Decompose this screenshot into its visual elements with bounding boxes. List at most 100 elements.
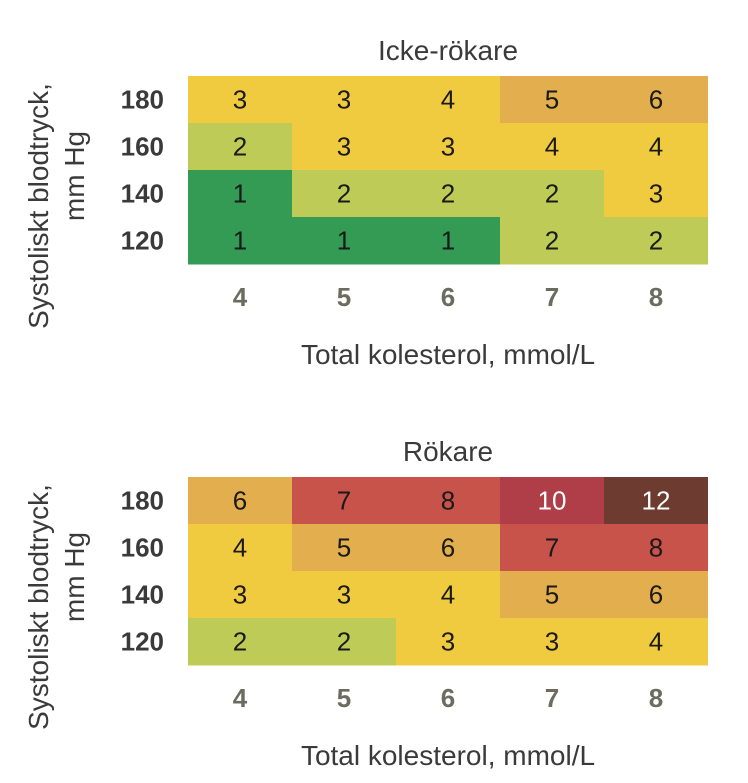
heatmap-cell <box>604 170 708 218</box>
x-axis-label: Total kolesterol, mmol/L <box>301 740 595 771</box>
heatmap-cell <box>396 571 500 619</box>
x-tick-label: 4 <box>233 683 248 713</box>
y-tick-label: 180 <box>121 486 164 516</box>
cell-value-label: 4 <box>649 132 663 162</box>
heatmap-cell <box>188 217 292 265</box>
heatmap-cell <box>188 477 292 525</box>
heatmap-cell <box>604 571 708 619</box>
heatmap-panel-2: Rökare 6 7 8 10 12 4 5 6 7 8 3 3 4 5 6 2 2 3 3 4 180 160 140 120… <box>23 436 708 771</box>
heatmap-cell <box>292 618 396 666</box>
heatmap-panel-1: Icke-rökare 3 3 4 5 6 2 3 3 4 4 1 2 2 2 3 1 1 1 2 2 180 160 140… <box>23 35 708 370</box>
y-axis-label-line1: Systoliskt blodtryck, <box>23 484 54 730</box>
heatmap-cell <box>292 170 396 218</box>
cell-value-label: 6 <box>649 580 663 610</box>
heatmap-cell <box>292 123 396 171</box>
cell-value-label: 2 <box>545 179 559 209</box>
heatmap-cell <box>188 571 292 619</box>
cell-value-label: 2 <box>337 179 351 209</box>
heatmap-cell <box>188 618 292 666</box>
heatmap-cell <box>500 123 604 171</box>
heatmap-cell <box>396 123 500 171</box>
heatmap-cell <box>604 76 708 124</box>
cell-value-label: 10 <box>538 486 567 516</box>
heatmap-cell <box>500 524 604 572</box>
heatmap-cell <box>396 618 500 666</box>
cell-value-label: 8 <box>441 486 455 516</box>
y-axis-label-line2: mm Hg <box>59 532 90 622</box>
cell-value-label: 4 <box>545 132 559 162</box>
x-tick-label: 4 <box>233 282 248 312</box>
heatmap-cell <box>292 76 396 124</box>
chart-title: Icke-rökare <box>378 35 518 66</box>
x-tick-label: 8 <box>649 683 663 713</box>
x-tick-label: 6 <box>441 282 455 312</box>
heatmap-cell <box>188 123 292 171</box>
cell-value-label: 7 <box>337 486 351 516</box>
cell-value-label: 3 <box>233 580 247 610</box>
heatmap-cell <box>292 477 396 525</box>
x-tick-label: 7 <box>545 282 559 312</box>
cell-value-label: 6 <box>233 486 247 516</box>
heatmap-cell <box>500 217 604 265</box>
cell-value-label: 4 <box>441 580 455 610</box>
heatmap-cell <box>292 524 396 572</box>
cell-value-label: 2 <box>337 627 351 657</box>
heatmap-cell <box>500 170 604 218</box>
heatmap-cell <box>396 76 500 124</box>
cell-value-label: 3 <box>337 85 351 115</box>
cell-value-label: 1 <box>441 226 455 256</box>
heatmap-cell <box>396 170 500 218</box>
heatmap-cell <box>292 571 396 619</box>
heatmap-cell <box>500 571 604 619</box>
cell-value-label: 4 <box>233 533 247 563</box>
y-tick-label: 140 <box>121 179 164 209</box>
cell-value-label: 2 <box>233 132 247 162</box>
y-tick-label: 160 <box>121 132 164 162</box>
cell-value-label: 2 <box>649 226 663 256</box>
heatmap-cell <box>604 123 708 171</box>
cell-value-label: 3 <box>441 132 455 162</box>
cell-value-label: 12 <box>642 486 671 516</box>
cell-value-label: 5 <box>545 85 559 115</box>
y-axis-label-line1: Systoliskt blodtryck, <box>23 83 54 329</box>
heatmap-cell <box>500 76 604 124</box>
x-tick-label: 5 <box>337 683 351 713</box>
cell-value-label: 4 <box>649 627 663 657</box>
cell-value-label: 7 <box>545 533 559 563</box>
heatmap-cell <box>396 217 500 265</box>
heatmap-cell <box>604 618 708 666</box>
cell-value-label: 4 <box>441 85 455 115</box>
heatmap-cell <box>604 524 708 572</box>
heatmap-cell <box>188 170 292 218</box>
cell-value-label: 2 <box>233 627 247 657</box>
x-tick-label: 6 <box>441 683 455 713</box>
y-tick-label: 140 <box>121 580 164 610</box>
cell-value-label: 2 <box>545 226 559 256</box>
y-axis-label-line2: mm Hg <box>59 131 90 221</box>
x-tick-label: 5 <box>337 282 351 312</box>
cell-value-label: 3 <box>545 627 559 657</box>
cell-value-label: 1 <box>233 226 247 256</box>
cell-value-label: 1 <box>233 179 247 209</box>
cell-value-label: 3 <box>337 132 351 162</box>
cell-value-label: 6 <box>649 85 663 115</box>
heatmap-cell <box>500 477 604 525</box>
cell-value-label: 8 <box>649 533 663 563</box>
cell-value-label: 3 <box>649 179 663 209</box>
cell-value-label: 1 <box>337 226 351 256</box>
cell-value-label: 2 <box>441 179 455 209</box>
heatmap-cell <box>188 76 292 124</box>
cell-value-label: 3 <box>337 580 351 610</box>
chart-title: Rökare <box>403 436 493 467</box>
heatmap-cell <box>500 618 604 666</box>
heatmap-cell <box>396 524 500 572</box>
y-tick-label: 160 <box>121 533 164 563</box>
x-tick-label: 7 <box>545 683 559 713</box>
cell-value-label: 3 <box>441 627 455 657</box>
heatmap-cell <box>396 477 500 525</box>
heatmap-cell <box>604 477 708 525</box>
y-tick-label: 120 <box>121 226 164 256</box>
cell-value-label: 5 <box>545 580 559 610</box>
cell-value-label: 5 <box>337 533 351 563</box>
